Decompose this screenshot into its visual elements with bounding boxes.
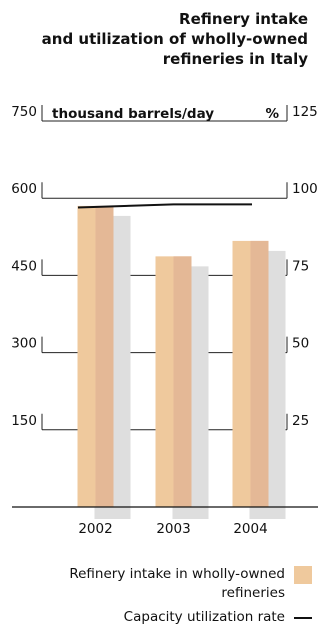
y-tick-label-left: 600 — [11, 181, 37, 197]
right-axis-unit-label: % — [265, 106, 279, 122]
y-tick-label-right: 75 — [292, 258, 309, 274]
bar-shade — [174, 256, 192, 507]
legend-label-intake-line-1: Refinery intake in wholly-owned — [69, 565, 285, 584]
y-tick-label-right: 100 — [292, 181, 318, 197]
legend-label-intake: Refinery intake in wholly-owned refineri… — [69, 565, 285, 603]
y-tick-label-right: 25 — [292, 413, 309, 429]
y-tick-label-left: 450 — [11, 258, 37, 274]
y-tick-label-left: 300 — [11, 336, 37, 352]
x-tick-label: 2002 — [78, 521, 112, 537]
utilization-line-path — [78, 204, 252, 207]
x-tick-label: 2003 — [156, 521, 190, 537]
x-tick-label: 2004 — [233, 521, 267, 537]
legend-item-utilization: Capacity utilization rate — [124, 608, 312, 627]
left-axis-unit-label: thousand barrels/day — [52, 106, 214, 122]
legend-swatch-utilization — [294, 617, 312, 619]
bar-shade — [96, 206, 114, 507]
y-tick-label-right: 50 — [292, 336, 309, 352]
legend-item-intake: Refinery intake in wholly-owned refineri… — [69, 565, 312, 603]
legend-swatch-intake — [294, 566, 312, 584]
bars — [78, 206, 286, 519]
y-tick-label-left: 150 — [11, 413, 37, 429]
legend-label-utilization: Capacity utilization rate — [124, 608, 285, 627]
legend-label-intake-line-2: refineries — [69, 584, 285, 603]
utilization-line — [78, 204, 252, 207]
y-tick-label-left: 750 — [11, 104, 37, 120]
bar-shade — [251, 241, 269, 507]
y-tick-label-right: 125 — [292, 104, 318, 120]
